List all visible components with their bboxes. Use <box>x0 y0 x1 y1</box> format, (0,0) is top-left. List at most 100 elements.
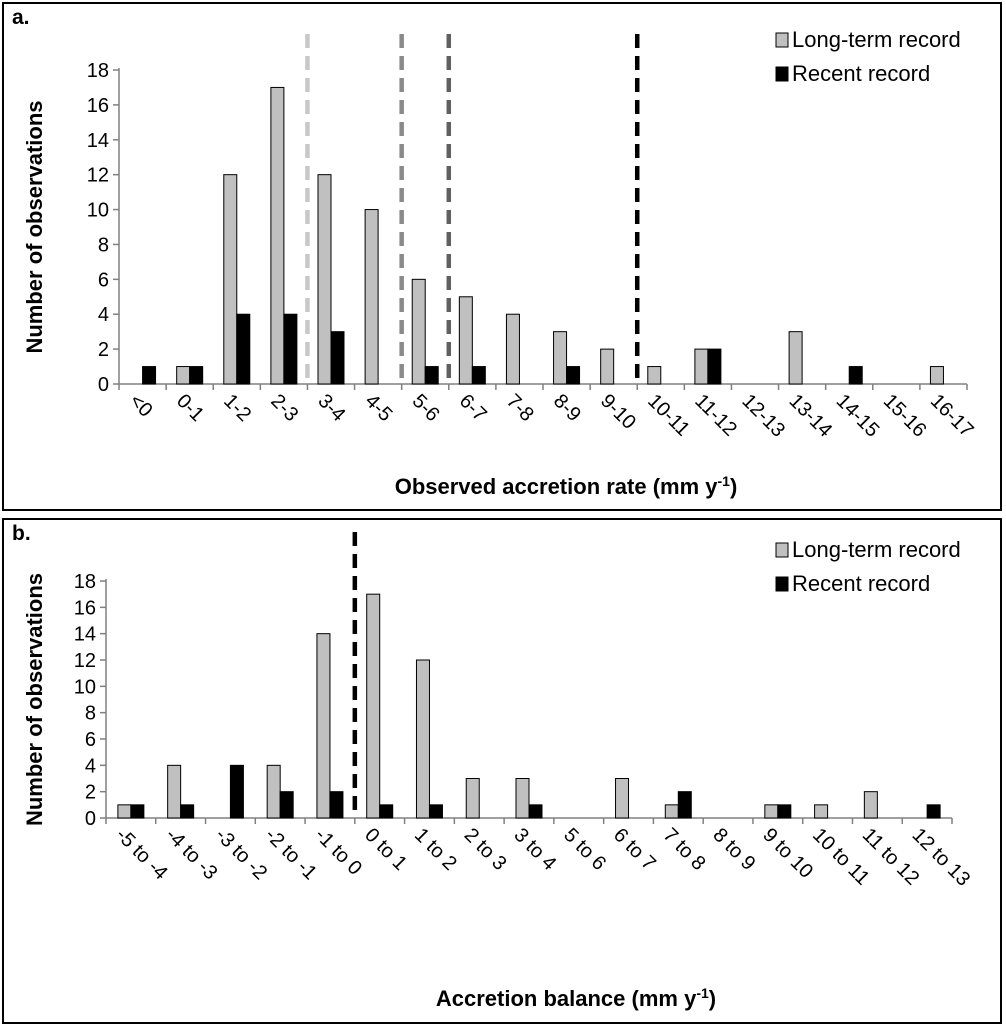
legend-label-recent: Recent record <box>792 61 930 86</box>
x-tick-label: 2-3 <box>266 390 302 426</box>
y-tick-label: 8 <box>85 703 96 725</box>
long-term-bar <box>863 791 878 819</box>
y-tick-label: 12 <box>74 650 96 672</box>
recent-bar <box>566 366 581 385</box>
x-tick-label: 16-17 <box>926 390 978 442</box>
recent-bar <box>330 331 345 385</box>
long-term-bar <box>364 209 379 385</box>
recent-bar <box>471 366 486 385</box>
y-tick-label: 12 <box>87 165 109 187</box>
panel-label: a. <box>12 6 30 29</box>
y-tick-label: 0 <box>98 374 109 396</box>
y-tick-label: 6 <box>85 729 96 751</box>
recent-bar <box>189 366 204 385</box>
long-term-bar <box>366 593 381 819</box>
x-tick-label: 15-16 <box>879 390 931 442</box>
long-term-bar <box>600 348 615 385</box>
x-tick-label: 0-1 <box>172 390 208 426</box>
x-tick-label: -5 to -4 <box>111 824 171 884</box>
x-tick-label: -3 to -2 <box>211 824 271 884</box>
long-term-bar <box>415 659 430 819</box>
recent-bar <box>848 366 863 385</box>
long-term-bar <box>317 174 332 385</box>
y-tick-label: 2 <box>98 339 109 361</box>
long-term-bar <box>465 778 480 819</box>
long-term-bar <box>647 366 662 385</box>
y-tick-label: 4 <box>85 755 96 777</box>
x-tick-label: 6-7 <box>455 390 491 426</box>
recent-bar <box>180 804 195 819</box>
long-term-bar <box>788 331 803 385</box>
y-tick-label: 14 <box>74 624 96 646</box>
x-tick-label: 10-11 <box>643 390 694 441</box>
recent-bar <box>279 791 294 819</box>
accretion-rate-chart: 0 2 4 6 8 10 12 14 16 18 <0 0-1 1-2 2-3 3-4 4-5 5-6 6-7 7-… <box>22 27 978 499</box>
x-tick-label: 3-4 <box>313 390 349 426</box>
x-tick-label: 8-9 <box>549 390 585 426</box>
recent-bar <box>329 791 344 819</box>
y-tick-label: 0 <box>85 808 96 830</box>
x-tick-label: 5-6 <box>408 390 444 426</box>
x-tick-label: 12-13 <box>737 390 789 442</box>
long-term-bar <box>223 174 238 385</box>
x-tick-label: 4-5 <box>361 390 397 426</box>
long-term-bar <box>515 778 530 819</box>
x-tick-label: 7-8 <box>502 390 538 426</box>
x-tick-label: 11-12 <box>690 390 741 441</box>
recent-bar <box>142 366 157 385</box>
y-tick-label: 14 <box>87 130 109 152</box>
y-tick-label: 8 <box>98 234 109 256</box>
x-tick-label: 8 to 9 <box>709 824 760 875</box>
x-tick-label: 2 to 3 <box>460 824 511 875</box>
panel-b: b. 0 2 4 6 8 10 12 14 16 18 -5 to -4 -4 to -3 -3 to … <box>2 518 1002 1024</box>
long-term-bar <box>664 804 679 819</box>
x-tick-label: 1-2 <box>219 390 255 426</box>
long-term-bar <box>411 278 426 385</box>
y-tick-label: 4 <box>98 304 109 326</box>
long-term-bar <box>929 366 944 385</box>
long-term-bar <box>615 778 630 819</box>
recent-bar <box>428 804 443 819</box>
long-term-bar <box>167 764 182 819</box>
y-tick-label: 18 <box>74 571 96 593</box>
x-tick-label: 14-15 <box>832 390 884 442</box>
x-tick-label: -2 to -1 <box>261 824 321 884</box>
legend-label-long-term: Long-term record <box>792 537 961 562</box>
long-term-bar <box>117 804 132 819</box>
recent-bar <box>130 804 145 819</box>
recent-bar <box>236 313 251 385</box>
long-term-bar <box>694 348 709 385</box>
x-tick-label: 7 to 8 <box>659 824 710 875</box>
y-axis-label: Number of observations <box>22 573 47 826</box>
y-axis-label: Number of observations <box>22 100 47 353</box>
long-term-bar <box>764 804 779 819</box>
x-tick-label: -1 to 0 <box>310 824 366 880</box>
legend-swatch-long-term <box>775 542 789 558</box>
x-tick-label: 9-10 <box>596 390 640 434</box>
long-term-bar <box>814 804 829 819</box>
recent-bar <box>777 804 792 819</box>
long-term-bar <box>176 366 191 385</box>
y-tick-label: 10 <box>74 676 96 698</box>
long-term-bar <box>270 86 285 385</box>
y-tick-label: 18 <box>87 60 109 82</box>
long-term-bar <box>316 633 331 819</box>
x-axis-label: Accretion balance (mm y-1) <box>436 985 716 1011</box>
long-term-bar <box>505 313 520 385</box>
x-tick-label: -4 to -3 <box>161 824 221 884</box>
recent-bar <box>707 348 722 385</box>
legend-swatch-recent <box>775 66 789 82</box>
legend-label-long-term: Long-term record <box>792 27 961 52</box>
panel-label: b. <box>12 522 31 545</box>
x-axis-label: Observed accretion rate (mm y-1) <box>395 473 738 499</box>
y-tick-label: 2 <box>85 782 96 804</box>
panel-a: a. 0 2 4 6 8 10 12 14 16 18 <0 0-1 1-2 2-3 3-4 4-5 5-6 6-… <box>2 2 1002 511</box>
accretion-balance-chart: 0 2 4 6 8 10 12 14 16 18 -5 to -4-4 to -3-3 to -2-… <box>22 532 974 1011</box>
legend-label-recent: Recent record <box>792 571 930 596</box>
x-tick-label: 5 to 6 <box>559 824 610 875</box>
y-tick-label: 10 <box>87 200 109 222</box>
legend-swatch-long-term <box>775 32 789 48</box>
recent-bar <box>379 804 394 819</box>
x-tick-label: 1 to 2 <box>410 824 461 875</box>
legend-swatch-recent <box>775 576 789 592</box>
